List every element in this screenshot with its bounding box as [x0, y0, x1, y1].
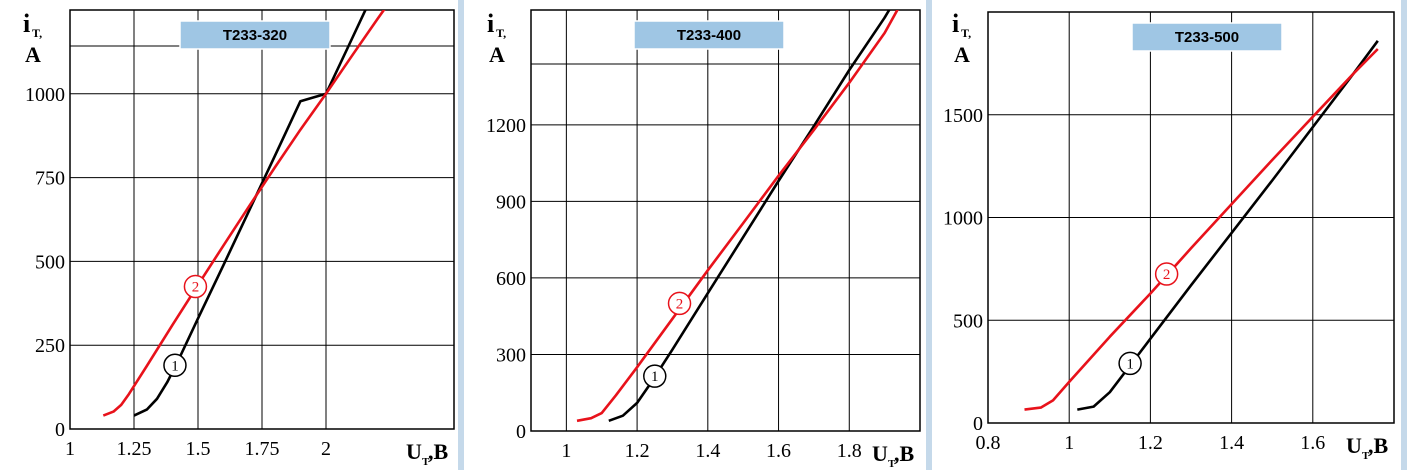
y-tick-label: 1000 [943, 208, 983, 230]
series-line-1 [608, 10, 891, 423]
chart-panel-t233-320: T233-320 0 250 500 750 1000 1 1.25 1.5 1.75 2 i T, A U… [0, 0, 464, 470]
x-tick-label: 1.2 [1138, 432, 1163, 454]
x-axis-label-unit: ,B [1368, 433, 1389, 458]
x-tick-label: 2 [321, 438, 331, 460]
y-axis-label: i T, A [952, 9, 971, 67]
plot-frame [69, 9, 455, 430]
x-axis-label-main: U [872, 441, 888, 466]
curve-marker-circle [667, 291, 692, 316]
y-axis-label-sub: T, [32, 26, 42, 40]
x-tick-label: 1 [561, 440, 571, 462]
y-tick-label: 300 [496, 344, 526, 366]
grid [988, 12, 1394, 423]
x-axis-label-unit: ,B [428, 439, 449, 464]
chart-panel-t233-400: T233-400 0 300 600 900 1200 1 1.2 1.4 1.6 1.8 i T, A U… [464, 0, 932, 470]
chart-title-box [1131, 22, 1283, 52]
curve-marker-label: 2 [192, 280, 200, 296]
y-tick-label: 500 [953, 310, 983, 332]
y-axis-label-sub: T, [961, 26, 971, 40]
curve-marker-1: 1 [643, 364, 667, 388]
grid [70, 10, 454, 429]
chart-svg-t233-400: T233-400 0 300 600 900 1200 1 1.2 1.4 1.6 1.8 i T, A U… [464, 0, 926, 470]
grid [531, 10, 920, 431]
curve-marker-2: 2 [183, 274, 208, 299]
y-axis-label: i T, A [23, 9, 42, 67]
series-line-1 [133, 10, 367, 417]
x-tick-label: 1.25 [117, 438, 152, 460]
y-tick-label: 750 [35, 168, 65, 190]
x-axis-label-sub: T [1362, 450, 1370, 462]
chart-title-box [179, 20, 331, 50]
panel-background [932, 0, 1401, 470]
chart-title: T233-400 [677, 27, 741, 44]
y-axis-label-main: i [487, 9, 494, 38]
x-axis-label-main: U [1346, 433, 1362, 458]
y-axis-label-unit: A [489, 42, 505, 67]
y-axis-label-sub: T, [496, 26, 506, 40]
series-line-1 [1077, 40, 1379, 411]
curve-marker-label: 2 [676, 296, 684, 312]
x-tick-label: 1.5 [186, 438, 211, 460]
x-tick-label: 0.8 [976, 432, 1001, 454]
x-tick-label: 1 [1064, 432, 1074, 454]
curve-marker-circle [183, 274, 208, 299]
curve-marker-circle [1118, 351, 1142, 376]
x-axis-label-sub: T [888, 458, 896, 470]
curve-marker-label: 2 [1163, 267, 1171, 283]
curve-marker-circle [643, 364, 667, 388]
x-axis-label: U T,B [872, 441, 915, 470]
curve-marker-label: 1 [171, 358, 179, 374]
series-line-2 [102, 10, 386, 417]
y-tick-label: 250 [35, 335, 65, 357]
curve-marker-2: 2 [667, 291, 692, 316]
curve-marker-circle [163, 353, 187, 378]
plot-frame [987, 11, 1395, 424]
curve-marker-label: 1 [1126, 356, 1134, 372]
x-tick-label: 1.2 [625, 440, 650, 462]
y-tick-label: 600 [496, 268, 526, 290]
y-axis-label-main: i [23, 9, 30, 38]
x-tick-label: 1 [65, 438, 75, 460]
chart-title-badge: T233-400 [633, 20, 785, 50]
chart-svg-t233-500: T233-500 0 500 1000 1500 0.8 1 1.2 1.4 1.6 i T, A U T,… [932, 0, 1401, 470]
curve-marker-1: 1 [163, 353, 187, 378]
x-tick-label: 1.8 [837, 440, 862, 462]
chart-title-badge: T233-500 [1131, 22, 1283, 52]
chart-panel-t233-500: T233-500 0 500 1000 1500 0.8 1 1.2 1.4 1.6 i T, A U T,… [932, 0, 1407, 470]
x-tick-label: 1.6 [1300, 432, 1325, 454]
x-axis-label: U T,B [1346, 433, 1389, 462]
x-tick-label: 1.4 [695, 440, 720, 462]
y-tick-label: 1000 [25, 84, 65, 106]
x-axis-label-sub: T [422, 456, 430, 468]
curve-marker-circle [1154, 262, 1179, 286]
y-axis-label-unit: A [954, 42, 970, 67]
curve-marker-label: 1 [651, 369, 659, 385]
chart-title: T233-320 [223, 27, 287, 44]
x-tick-label: 1.6 [766, 440, 791, 462]
y-tick-label: 1500 [943, 105, 983, 127]
series-line-2 [576, 10, 899, 423]
y-tick-label: 0 [973, 413, 983, 435]
y-axis-label-unit: A [25, 42, 41, 67]
y-tick-label: 0 [55, 419, 65, 441]
y-axis-label-main: i [952, 9, 959, 38]
chart-title-badge: T233-320 [179, 20, 331, 50]
y-axis-label: i T, A [487, 9, 506, 67]
chart-title: T233-500 [1175, 29, 1239, 46]
x-tick-label: 1.75 [245, 438, 280, 460]
x-axis-label-main: U [406, 439, 422, 464]
chart-svg-t233-320: T233-320 0 250 500 750 1000 1 1.25 1.5 1.75 2 i T, A U… [0, 0, 458, 470]
y-tick-label: 500 [35, 251, 65, 273]
curve-marker-1: 1 [1118, 351, 1142, 376]
chart-title-box [633, 20, 785, 50]
curve-marker-2: 2 [1154, 262, 1179, 286]
x-axis-label-unit: ,B [894, 441, 915, 466]
x-axis-label: U T,B [406, 439, 449, 468]
y-tick-label: 1200 [486, 115, 526, 137]
y-tick-label: 0 [516, 421, 526, 443]
y-tick-label: 900 [496, 191, 526, 213]
plot-frame [530, 9, 921, 432]
x-tick-label: 1.4 [1219, 432, 1244, 454]
